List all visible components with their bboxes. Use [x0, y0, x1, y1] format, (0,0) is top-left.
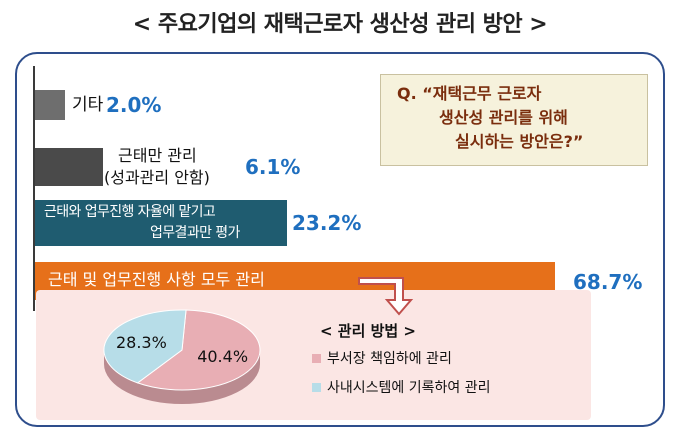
- question-line-3: 실시하는 방안은?”: [455, 132, 584, 151]
- bar-label-result-only-1: 근태와 업무진행 자율에 맡기고: [44, 204, 216, 220]
- bar-result-only: [35, 200, 287, 246]
- bar-label-attendance-only-1: 근태만 관리: [118, 146, 197, 165]
- legend-label-dept: 부서장 책임하에 관리: [327, 351, 452, 367]
- legend-swatch-system: [312, 382, 321, 392]
- bar-label-attendance-only-2: (성과관리 안함): [104, 168, 210, 187]
- pie-title: < 관리 방법 >: [320, 322, 417, 340]
- pie-slice-1: [103, 309, 187, 384]
- bar-attendance-only: [35, 148, 103, 186]
- bar-label-other: 기타: [72, 95, 104, 115]
- legend-swatch-dept: [312, 353, 321, 363]
- bar-label-manage-all: 근태 및 업무진행 사항 모두 관리: [48, 270, 265, 289]
- bar-other: [35, 90, 65, 120]
- legend-item-system: 사내시스템에 기록하여 관리: [312, 377, 490, 397]
- pie-chart: 40.4% 28.3%: [103, 309, 261, 404]
- question-box: Q. “재택근무 근로자 생산성 관리를 위해 실시하는 방안은?”: [380, 74, 648, 166]
- bar-value-other: 2.0%: [106, 93, 162, 117]
- pie-value-label-0: 40.4%: [197, 347, 248, 366]
- page-title: < 주요기업의 재택근로자 생산성 관리 방안 >: [132, 12, 548, 37]
- legend-item-dept: 부서장 책임하에 관리: [312, 348, 452, 368]
- legend-label-system: 사내시스템에 기록하여 관리: [327, 380, 491, 396]
- down-arrow-icon: [358, 277, 414, 316]
- bar-value-result-only: 23.2%: [292, 211, 362, 235]
- bar-label-result-only-2: 업무결과만 평가: [150, 225, 240, 241]
- pie-slice-0: [136, 309, 261, 391]
- pie-side: [104, 350, 260, 404]
- axis-line: [33, 66, 35, 311]
- bar-value-attendance-only: 6.1%: [245, 155, 301, 179]
- question-line-1: Q. “재택근무 근로자: [397, 84, 542, 103]
- pie-value-label-1: 28.3%: [116, 333, 167, 352]
- question-line-2: 생산성 관리를 위해: [439, 108, 568, 127]
